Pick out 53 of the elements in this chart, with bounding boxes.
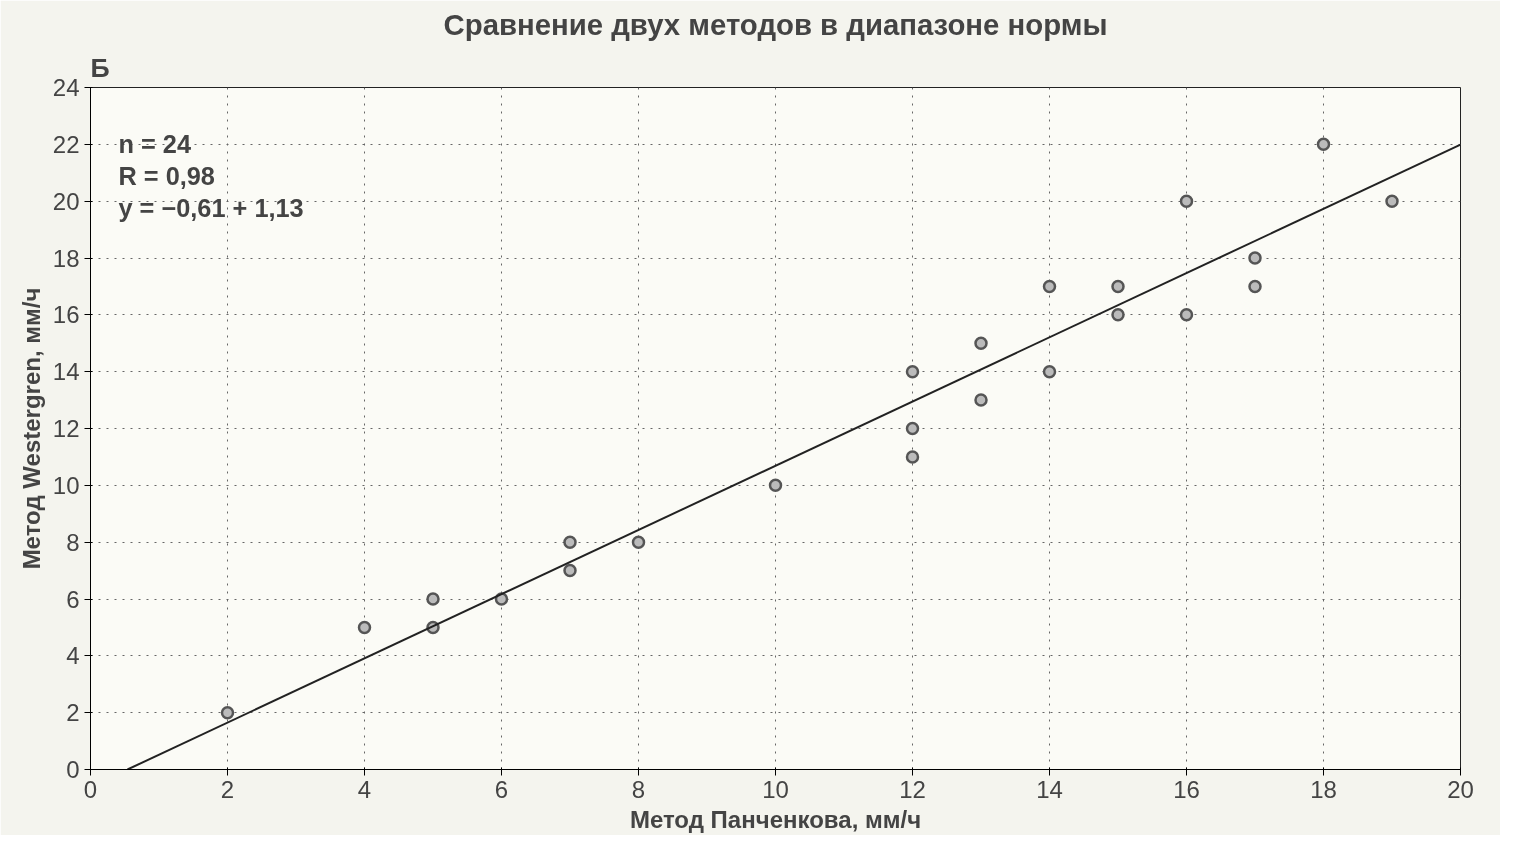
y-tick-label: 4 [66,642,80,670]
y-tick-label: 8 [66,528,80,556]
y-tick-label: 20 [52,187,80,215]
x-axis-title: Метод Панченкова, мм/ч [629,805,922,833]
point [905,421,920,436]
point [905,450,920,464]
point [905,364,920,379]
x-tick-label: 8 [631,775,646,803]
point [220,705,235,720]
point [1248,251,1262,265]
x-tick-label: 18 [1310,775,1337,803]
point [1042,364,1057,379]
point [1248,279,1262,294]
y-axis-title: Метод Westergren, мм/ч [17,287,45,570]
point [1316,137,1331,152]
annotation: n = 24 [118,129,192,158]
point [357,620,372,635]
point [1111,308,1125,322]
y-tick-label: 18 [52,244,80,272]
x-tick-label: 16 [1173,775,1200,803]
x-tick-label: 0 [83,775,98,803]
point [1111,279,1125,294]
point [1179,308,1194,322]
x-tick-label: 10 [762,775,789,803]
point [974,336,988,350]
text: Б [90,52,110,83]
y-tick-label: 16 [52,301,80,329]
x-tick-label: 20 [1447,775,1474,803]
x-tick-label: 2 [220,775,235,803]
y-tick-label: 10 [52,471,80,499]
point [1385,194,1399,208]
point [563,535,577,549]
point [1042,279,1057,294]
point [1179,194,1194,208]
annotation: R = 0,98 [118,161,215,190]
point [563,563,577,578]
y-tick-label: 22 [52,130,80,158]
x-tick-label: 12 [899,775,926,803]
y-tick-label: 24 [52,74,80,101]
y-tick-label: 12 [52,415,80,442]
y-tick-label: 14 [52,358,80,386]
y-tick-label: 2 [66,699,80,727]
x-tick-label: 14 [1036,775,1063,803]
y-tick-label: 0 [66,756,80,783]
point [974,393,988,407]
x-tick-label: 4 [357,775,372,803]
chart-title: Сравнение двух методов в диапазоне нормы [443,7,1108,41]
annotation: y = −0,61 + 1,13 [118,193,304,222]
point [426,592,440,606]
point [631,535,646,549]
point [768,478,783,493]
y-tick-label: 6 [66,585,80,613]
x-tick-label: 6 [494,775,509,803]
